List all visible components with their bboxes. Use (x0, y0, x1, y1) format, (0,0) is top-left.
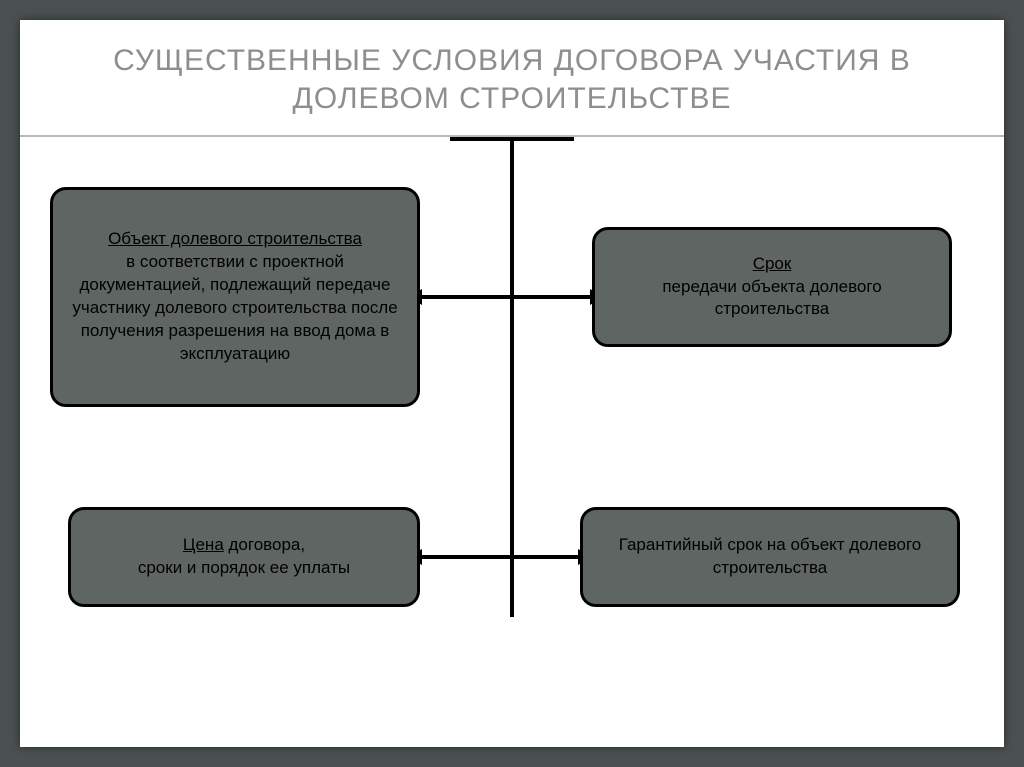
node-object-heading: Объект долевого строительства (108, 228, 362, 251)
node-deadline-heading: Срок (753, 253, 792, 276)
node-price: Цена договора, сроки и порядок ее уплаты (68, 507, 420, 607)
node-deadline-body: передачи объекта долевого строительства (609, 276, 935, 322)
node-deadline-heading-text: Срок (753, 254, 792, 273)
row1-connector (420, 295, 592, 299)
node-price-heading: Цена договора, (183, 534, 305, 557)
node-object-heading-text: Объект долевого строительства (108, 229, 362, 248)
node-price-heading-suffix: договора, (224, 535, 305, 554)
slide-title: СУЩЕСТВЕННЫЕ УСЛОВИЯ ДОГОВОРА УЧАСТИЯ В … (60, 42, 964, 117)
node-price-heading-text: Цена (183, 535, 224, 554)
node-warranty: Гарантийный срок на объект долевого стро… (580, 507, 960, 607)
node-warranty-body: Гарантийный срок на объект долевого стро… (597, 534, 943, 580)
trunk-line (510, 137, 514, 617)
trunk-cap (450, 137, 574, 141)
diagram-area: Объект долевого строительства в соответс… (20, 137, 1004, 737)
title-bar: СУЩЕСТВЕННЫЕ УСЛОВИЯ ДОГОВОРА УЧАСТИЯ В … (20, 20, 1004, 137)
node-object-body: в соответствии с проектной документацией… (67, 251, 403, 366)
slide-frame: СУЩЕСТВЕННЫЕ УСЛОВИЯ ДОГОВОРА УЧАСТИЯ В … (20, 20, 1004, 747)
node-price-body: сроки и порядок ее уплаты (138, 557, 350, 580)
node-object: Объект долевого строительства в соответс… (50, 187, 420, 407)
row2-connector (420, 555, 580, 559)
node-deadline: Срок передачи объекта долевого строитель… (592, 227, 952, 347)
